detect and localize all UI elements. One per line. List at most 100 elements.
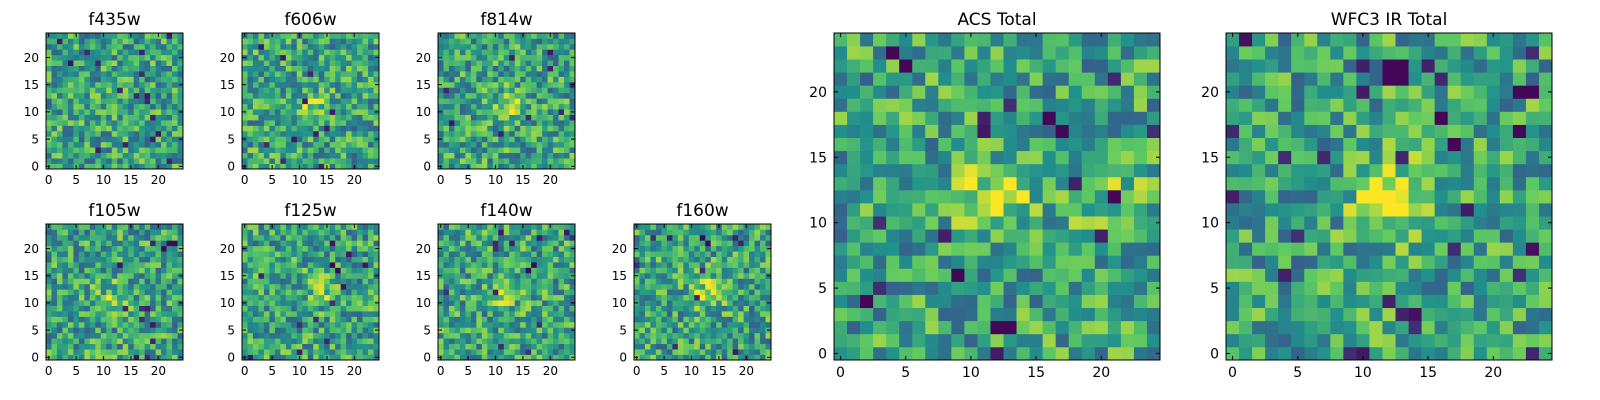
heatmap-cell bbox=[542, 272, 548, 279]
heatmap-cell bbox=[639, 300, 646, 306]
heatmap-cell bbox=[329, 92, 336, 99]
heatmap-cell bbox=[558, 54, 565, 61]
heatmap-cell bbox=[122, 349, 129, 355]
heatmap-cell bbox=[291, 65, 298, 72]
heatmap-cell bbox=[738, 316, 744, 323]
heatmap-cell bbox=[62, 98, 69, 105]
heatmap-cell bbox=[459, 87, 466, 94]
heatmap-cell bbox=[564, 98, 570, 105]
heatmap-cell bbox=[51, 354, 58, 361]
heatmap-cell bbox=[448, 76, 455, 83]
heatmap-cell bbox=[373, 332, 380, 339]
heatmap-cell bbox=[346, 262, 352, 268]
heatmap-cell bbox=[302, 283, 309, 290]
heatmap-cell bbox=[443, 327, 450, 334]
heatmap-cell bbox=[128, 327, 135, 334]
heatmap-cell bbox=[459, 311, 466, 317]
heatmap-cell bbox=[172, 141, 178, 148]
heatmap-cell bbox=[296, 43, 303, 50]
heatmap-cell bbox=[346, 305, 352, 312]
heatmap-cell bbox=[765, 240, 772, 247]
heatmap-cell bbox=[514, 33, 521, 39]
heatmap-cell bbox=[362, 136, 369, 143]
heatmap-cell bbox=[373, 343, 380, 350]
heatmap-cell bbox=[117, 262, 124, 268]
heatmap-cell bbox=[280, 311, 287, 317]
heatmap-cell bbox=[46, 114, 52, 121]
heatmap-cell bbox=[487, 103, 494, 110]
heatmap-cell bbox=[62, 234, 69, 241]
heatmap-cell bbox=[324, 152, 331, 159]
heatmap-cell bbox=[938, 242, 952, 256]
heatmap-cell bbox=[46, 92, 52, 99]
heatmap-cell bbox=[285, 92, 292, 99]
heatmap-cell bbox=[340, 256, 347, 263]
heatmap-cell bbox=[1081, 346, 1096, 361]
heatmap-cell bbox=[634, 251, 640, 257]
heatmap-cell bbox=[139, 98, 145, 105]
heatmap-cell bbox=[258, 109, 265, 115]
heatmap-cell bbox=[46, 262, 52, 268]
heatmap-cell bbox=[1120, 346, 1135, 361]
heatmap-cell bbox=[760, 272, 766, 279]
y-tick-label: 20 bbox=[416, 51, 431, 65]
heatmap-cell bbox=[677, 272, 684, 279]
heatmap-cell bbox=[470, 125, 477, 132]
heatmap-cell bbox=[569, 311, 576, 317]
heatmap-cell bbox=[1055, 176, 1070, 191]
heatmap-cell bbox=[100, 343, 107, 350]
heatmap-cell bbox=[340, 163, 347, 170]
heatmap-cell bbox=[46, 234, 52, 241]
heatmap-cell bbox=[754, 354, 761, 361]
heatmap-cell bbox=[362, 283, 369, 290]
heatmap-cell bbox=[525, 349, 532, 355]
heatmap-cell bbox=[242, 114, 248, 121]
heatmap-cell bbox=[291, 114, 298, 121]
heatmap-cell bbox=[448, 92, 455, 99]
heatmap-cell bbox=[51, 294, 58, 301]
heatmap-cell bbox=[655, 234, 662, 241]
heatmap-cell bbox=[252, 240, 259, 247]
heatmap-cell bbox=[313, 60, 320, 66]
heatmap-cell bbox=[465, 114, 472, 121]
heatmap-cell bbox=[492, 305, 499, 312]
heatmap-cell bbox=[150, 354, 156, 361]
heatmap-cell bbox=[639, 316, 646, 323]
heatmap-cell bbox=[476, 60, 483, 66]
heatmap-cell bbox=[111, 289, 118, 296]
heatmap-cell bbox=[252, 251, 259, 257]
heatmap-cell bbox=[531, 43, 537, 50]
heatmap-cell bbox=[634, 311, 640, 317]
heatmap-cell bbox=[558, 81, 565, 88]
x-tick-label: 15 bbox=[515, 173, 530, 187]
heatmap-cell bbox=[661, 251, 668, 257]
heatmap-cell bbox=[155, 109, 162, 115]
heatmap-cell bbox=[525, 54, 532, 61]
heatmap-cell bbox=[470, 98, 477, 105]
heatmap-cell bbox=[78, 251, 85, 257]
heatmap-cell bbox=[454, 33, 461, 39]
heatmap-cell bbox=[847, 281, 861, 295]
heatmap-cell bbox=[302, 125, 309, 132]
heatmap-cell bbox=[531, 87, 537, 94]
heatmap-cell bbox=[459, 136, 466, 143]
heatmap-cell bbox=[51, 49, 58, 56]
heatmap-cell bbox=[536, 240, 543, 247]
heatmap-cell bbox=[481, 251, 488, 257]
heatmap-cell bbox=[492, 251, 499, 257]
heatmap-cell bbox=[743, 272, 750, 279]
heatmap-cell bbox=[1029, 307, 1043, 322]
heatmap-cell bbox=[514, 87, 521, 94]
heatmap-cell bbox=[247, 60, 254, 66]
heatmap-cell bbox=[487, 65, 494, 72]
heatmap-cell bbox=[487, 109, 494, 115]
heatmap-cell bbox=[161, 87, 167, 94]
heatmap-cell bbox=[285, 38, 292, 45]
heatmap-cell bbox=[258, 120, 265, 126]
heatmap-cell bbox=[899, 255, 913, 269]
heatmap-cell bbox=[912, 189, 926, 204]
heatmap-cell bbox=[448, 60, 455, 66]
y-tick-label: 5 bbox=[227, 323, 235, 337]
heatmap-cell bbox=[166, 141, 173, 148]
heatmap-cell bbox=[62, 38, 69, 45]
